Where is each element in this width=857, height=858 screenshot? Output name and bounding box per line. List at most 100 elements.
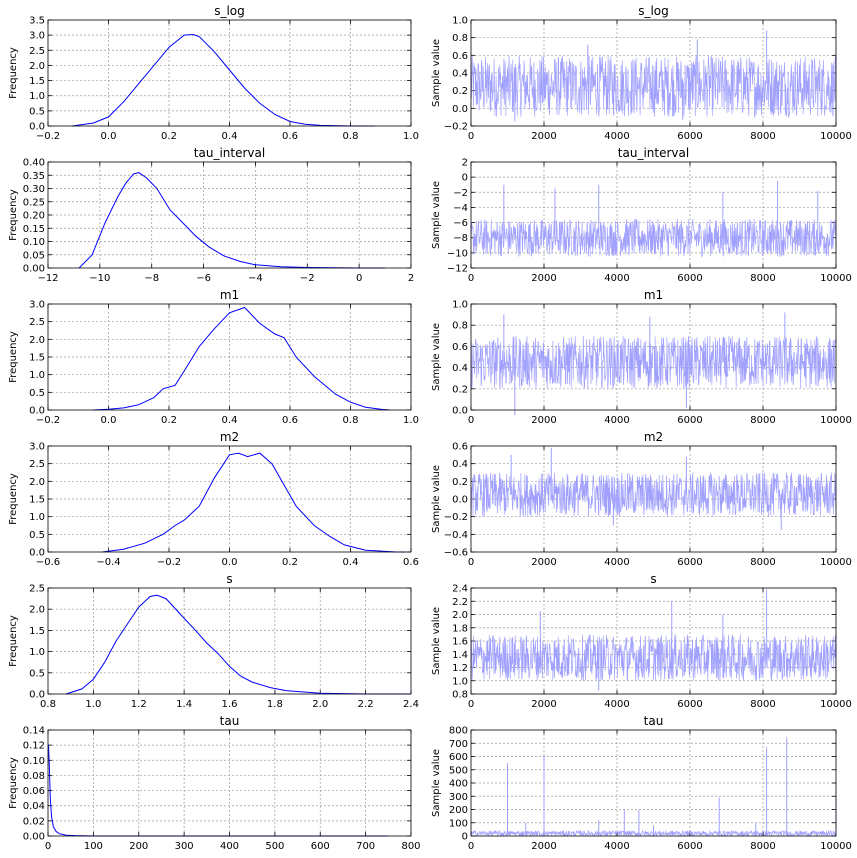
y-tick-label: 0.08 — [23, 771, 45, 782]
x-tick-label: 8000 — [750, 557, 775, 568]
x-tick-label: 0.2 — [282, 557, 298, 568]
y-axis-label: Sample value — [431, 465, 442, 533]
y-axis-label: Sample value — [431, 39, 442, 107]
x-tick-label: 0.8 — [343, 131, 359, 142]
subplot-m1-trace: 0 2000 4000 6000 8000 10000 0.0 0.2 0.4 0.6 0.8 1.0… — [431, 288, 852, 426]
trace-line — [470, 335, 837, 389]
x-tick-label: 0.6 — [403, 557, 419, 568]
subplot-tau_interval-trace: 0 2000 4000 6000 8000 10000 −12 −10 −8 −6 −4 −2 0 2 ta… — [431, 146, 852, 284]
x-tick-label: 0.4 — [222, 415, 238, 426]
y-tick-label: 3.5 — [29, 16, 45, 27]
x-tick-label: 4000 — [604, 557, 629, 568]
y-axis-label: Sample value — [431, 607, 442, 675]
y-tick-label: 1.6 — [452, 637, 468, 648]
y-tick-label: 0 — [462, 173, 468, 184]
y-tick-label: 1.0 — [29, 370, 45, 381]
y-tick-label: 1.0 — [29, 512, 45, 523]
y-tick-label: 0.8 — [452, 33, 468, 44]
y-tick-label: 1.8 — [452, 623, 468, 634]
x-tick-label: 1.0 — [403, 131, 419, 142]
x-tick-label: 2000 — [531, 415, 556, 426]
y-tick-label: 0.25 — [23, 197, 45, 208]
y-tick-label: 0.2 — [452, 477, 468, 488]
panel-title: tau_interval — [618, 146, 689, 160]
x-tick-label: 6000 — [677, 841, 702, 852]
panel-title: m1 — [644, 288, 663, 302]
panel-title: m2 — [644, 430, 663, 444]
y-tick-label: 100 — [449, 818, 468, 829]
y-tick-label: 1.4 — [452, 650, 468, 661]
x-tick-label: 0 — [356, 273, 362, 284]
y-tick-label: 1.0 — [452, 16, 468, 27]
x-tick-label: 0 — [468, 131, 474, 142]
y-tick-label: 0.6 — [452, 51, 468, 62]
panel-title: s — [650, 572, 656, 586]
x-tick-label: 500 — [265, 841, 284, 852]
panel-title: s_log — [214, 4, 245, 18]
x-tick-label: 400 — [220, 841, 239, 852]
y-tick-label: 0.8 — [452, 690, 468, 701]
x-tick-label: 6000 — [677, 415, 702, 426]
x-tick-label: 1.0 — [403, 415, 419, 426]
y-tick-label: 0.00 — [23, 832, 45, 843]
x-tick-label: 0.2 — [161, 131, 177, 142]
axes-frame — [47, 445, 412, 553]
panel-title: s_log — [638, 4, 669, 18]
y-tick-label: 2 — [462, 158, 468, 169]
y-tick-label: 0.35 — [23, 171, 45, 182]
y-tick-label: 0.10 — [23, 756, 45, 767]
axes-frame — [470, 587, 837, 695]
y-tick-label: 2.5 — [29, 46, 45, 57]
y-tick-label: 0.00 — [23, 264, 45, 275]
panel-title: tau — [220, 714, 240, 728]
panel-title: s — [226, 572, 232, 586]
axes-frame — [47, 587, 412, 695]
y-axis-label: Frequency — [8, 331, 19, 383]
y-tick-label: 0.4 — [452, 363, 468, 374]
x-tick-label: 2.2 — [358, 699, 374, 710]
x-tick-label: 600 — [311, 841, 330, 852]
y-tick-label: 0.10 — [23, 237, 45, 248]
x-tick-label: 4000 — [604, 131, 629, 142]
x-tick-label: 0.0 — [222, 557, 238, 568]
axes-frame — [470, 19, 837, 127]
y-tick-label: 0.06 — [23, 786, 45, 797]
panel-title: tau_interval — [194, 146, 265, 160]
y-tick-label: −6 — [453, 218, 468, 229]
x-tick-label: 0 — [468, 699, 474, 710]
x-tick-label: 0.6 — [282, 415, 298, 426]
x-tick-label: 4000 — [604, 841, 629, 852]
x-tick-label: −4 — [248, 273, 263, 284]
y-tick-label: 2.5 — [29, 459, 45, 470]
y-tick-label: 3.0 — [29, 300, 45, 311]
trace-line — [470, 55, 837, 119]
x-tick-label: 0.8 — [40, 699, 56, 710]
y-tick-label: 600 — [449, 752, 468, 763]
axes-frame — [470, 161, 837, 269]
x-tick-label: 1.0 — [85, 699, 101, 710]
x-tick-label: 10000 — [820, 131, 852, 142]
y-tick-label: 1.2 — [452, 663, 468, 674]
density-curve — [65, 594, 411, 695]
y-axis-label: Frequency — [8, 47, 19, 99]
y-tick-label: 3.0 — [29, 31, 45, 42]
y-tick-label: 2.2 — [452, 597, 468, 608]
y-tick-label: 0.2 — [452, 384, 468, 395]
y-tick-label: 0.6 — [452, 342, 468, 353]
y-tick-label: −4 — [453, 203, 468, 214]
y-tick-label: 2.5 — [29, 584, 45, 595]
axes-frame — [47, 19, 412, 127]
subplot-tau-density: 0 100 200 300 400 500 600 700 800 0.00 0.02 0.04 0.0… — [8, 714, 421, 852]
subplot-m2-density: −0.6 −0.4 −0.2 0.0 0.2 0.4 0.6 0.0 0.5 1.0 1.5 2.0 2… — [8, 430, 419, 568]
x-tick-label: 10000 — [820, 415, 852, 426]
y-tick-label: 2.0 — [452, 610, 468, 621]
y-tick-label: 0.6 — [452, 442, 468, 453]
panel-title: m1 — [220, 288, 239, 302]
panel-title: tau — [644, 714, 664, 728]
x-tick-label: 0 — [468, 415, 474, 426]
x-tick-label: 0 — [45, 841, 51, 852]
x-tick-label: 100 — [84, 841, 103, 852]
x-tick-label: 0.0 — [101, 131, 117, 142]
y-tick-label: −12 — [447, 264, 468, 275]
